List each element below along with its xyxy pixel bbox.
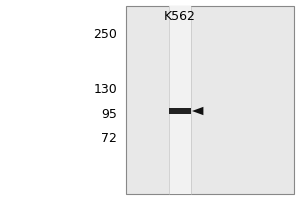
Polygon shape (192, 107, 203, 115)
Bar (126, 6, 294, 194)
Text: 72: 72 (101, 132, 117, 144)
Bar (169, 108, 190, 114)
Text: 95: 95 (101, 108, 117, 121)
Text: 250: 250 (93, 28, 117, 42)
Bar (169, 6, 190, 194)
Text: K562: K562 (164, 10, 196, 23)
Text: 130: 130 (93, 83, 117, 96)
